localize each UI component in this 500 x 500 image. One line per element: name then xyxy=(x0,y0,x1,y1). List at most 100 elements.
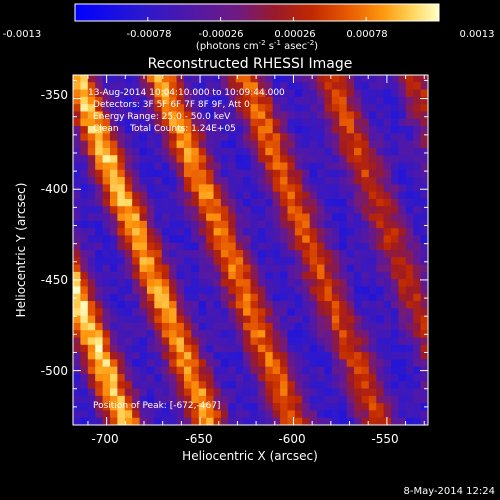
heatmap-cell xyxy=(257,279,266,288)
heatmap-cell xyxy=(169,395,178,404)
heatmap-cell xyxy=(354,257,363,266)
heatmap-cell xyxy=(309,75,318,83)
heatmap-cell xyxy=(87,293,96,302)
heatmap-cell xyxy=(324,228,333,237)
heatmap-cell xyxy=(243,169,252,178)
heatmap-cell xyxy=(331,126,340,134)
heatmap-cell xyxy=(309,359,318,368)
heatmap-cell xyxy=(139,169,148,178)
heatmap-cell xyxy=(132,301,141,309)
heatmap-cell xyxy=(420,169,428,178)
heatmap-cell xyxy=(132,89,141,98)
heatmap-cell xyxy=(161,213,170,222)
heatmap-cell xyxy=(287,359,296,368)
heatmap-cell xyxy=(183,344,192,353)
heatmap-cell xyxy=(213,220,222,229)
heatmap-cell xyxy=(169,264,178,273)
heatmap-cell xyxy=(183,366,192,375)
heatmap-cell xyxy=(235,395,244,404)
heatmap-cell xyxy=(169,352,178,360)
heatmap-cell xyxy=(257,104,266,113)
heatmap-cell xyxy=(317,330,326,339)
heatmap-cell xyxy=(420,242,428,251)
heatmap-cell xyxy=(413,403,422,412)
heatmap-cell xyxy=(132,235,141,244)
heatmap-cell xyxy=(213,82,222,91)
heatmap-cell xyxy=(73,395,81,404)
heatmap-cell xyxy=(132,286,141,295)
heatmap-cell xyxy=(317,381,326,390)
heatmap-cell xyxy=(331,381,340,390)
heatmap-cell xyxy=(257,403,266,412)
heatmap-cell xyxy=(228,301,237,309)
heatmap-cell xyxy=(257,293,266,302)
heatmap-cell xyxy=(154,359,163,368)
heatmap-cell xyxy=(331,410,340,419)
heatmap-cell xyxy=(243,366,252,375)
heatmap-cell xyxy=(87,184,96,193)
heatmap-cell xyxy=(228,162,237,171)
heatmap-cell xyxy=(154,82,163,91)
heatmap-cell xyxy=(117,162,126,171)
heatmap-cell xyxy=(302,417,311,425)
heatmap-cell xyxy=(80,301,89,309)
heatmap-cell xyxy=(265,264,274,273)
heatmap-cell xyxy=(73,89,81,98)
heatmap-cell xyxy=(339,286,348,295)
heatmap-cell xyxy=(80,315,89,324)
heatmap-cell xyxy=(287,250,296,258)
heatmap-cell xyxy=(117,352,126,360)
heatmap-cell xyxy=(206,410,215,419)
heatmap-cell xyxy=(243,133,252,142)
heatmap-cell xyxy=(235,286,244,295)
heatmap-cell xyxy=(398,250,407,258)
heatmap-cell xyxy=(80,286,89,295)
heatmap-cell xyxy=(376,213,385,222)
heatmap-cell xyxy=(317,293,326,302)
heatmap-cell xyxy=(117,301,126,309)
heatmap-cell xyxy=(87,395,96,404)
heatmap-cell xyxy=(146,147,155,156)
heatmap-cell xyxy=(294,206,303,215)
heatmap-cell xyxy=(391,118,400,127)
heatmap-cell xyxy=(191,322,200,331)
heatmap-cell xyxy=(294,228,303,237)
heatmap-cell xyxy=(302,388,311,397)
heatmap-cell xyxy=(405,191,414,200)
heatmap-cell xyxy=(257,89,266,98)
heatmap-cell xyxy=(235,96,244,105)
heatmap-cell xyxy=(161,301,170,309)
heatmap-cell xyxy=(191,206,200,215)
heatmap-cell xyxy=(109,359,118,368)
heatmap-cell xyxy=(250,293,259,302)
heatmap-cell xyxy=(176,126,185,134)
heatmap-cell xyxy=(176,403,185,412)
heatmap-cell xyxy=(213,111,222,120)
heatmap-cell xyxy=(324,96,333,105)
heatmap-cell xyxy=(354,75,363,83)
heatmap-cell xyxy=(309,279,318,288)
heatmap-cell xyxy=(139,126,148,134)
heatmap-cell xyxy=(95,235,104,244)
heatmap-cell xyxy=(280,140,289,149)
heatmap-cell xyxy=(191,395,200,404)
heatmap-cell xyxy=(257,315,266,324)
heatmap-cell xyxy=(117,89,126,98)
heatmap-cell xyxy=(361,96,370,105)
heatmap-cell xyxy=(109,133,118,142)
heatmap-cell xyxy=(368,82,377,91)
heatmap-cell xyxy=(109,330,118,339)
heatmap-cell xyxy=(109,140,118,149)
heatmap-cell xyxy=(117,206,126,215)
heatmap-cell xyxy=(161,228,170,237)
heatmap-cell xyxy=(376,162,385,171)
heatmap-cell xyxy=(102,191,111,200)
heatmap-cell xyxy=(80,155,89,164)
heatmap-cell xyxy=(280,308,289,317)
heatmap-cell xyxy=(169,104,178,113)
heatmap-cell xyxy=(331,228,340,237)
heatmap-cell xyxy=(287,220,296,229)
heatmap-cell xyxy=(302,381,311,390)
heatmap-cell xyxy=(228,315,237,324)
heatmap-cell xyxy=(250,315,259,324)
